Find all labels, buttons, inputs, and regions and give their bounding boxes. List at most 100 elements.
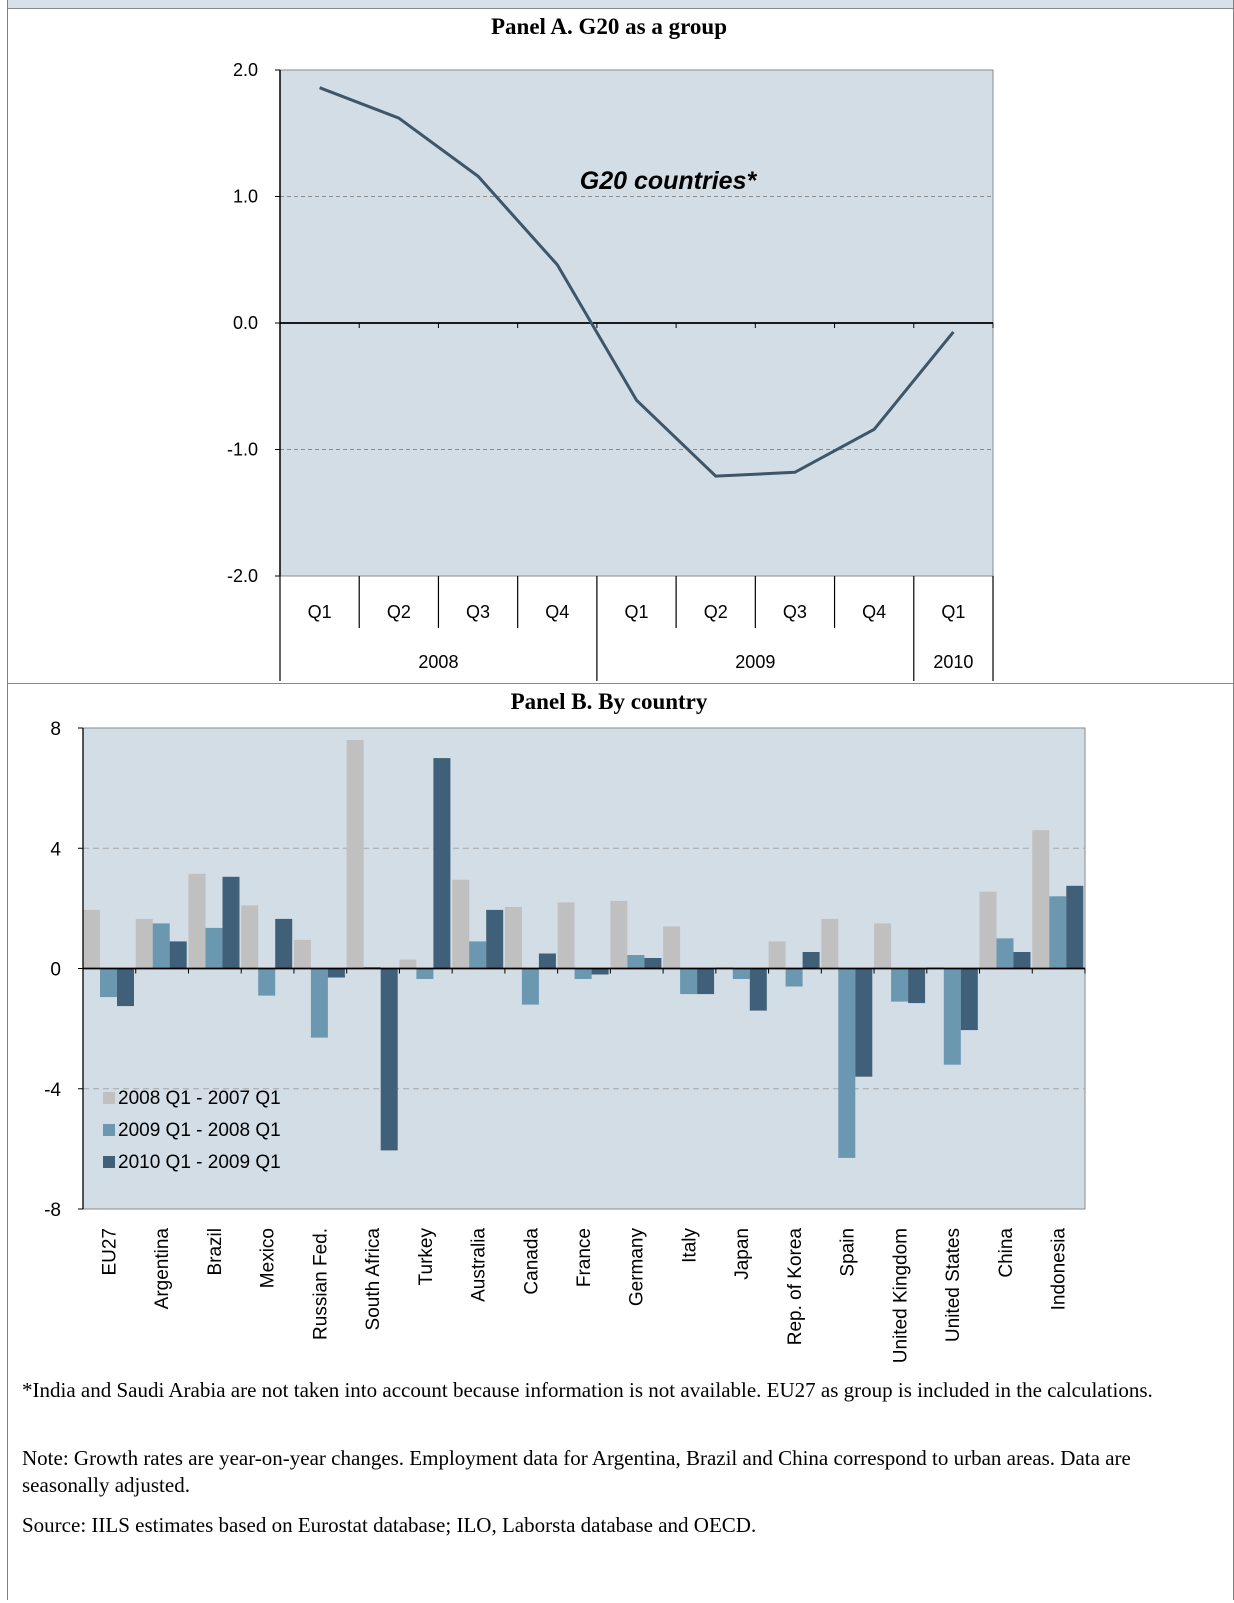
bar-spain-series-2 (838, 968, 856, 1158)
panel-b-chart: Panel B. By country 8 4 0 -4 -8 2008 Q1 - 20… (44, 689, 1086, 1363)
bar-argentina-series-2 (152, 923, 170, 969)
g20-series-label: G20 countries* (580, 167, 758, 195)
panel-b-ytick-label: 0 (50, 960, 61, 981)
bar-brazil-series-3 (222, 876, 240, 969)
bar-russian-fed--series-1 (293, 939, 311, 969)
panel-b-ytick-label: 4 (50, 839, 61, 860)
panel-a-quarter-label: Q3 (783, 602, 807, 622)
panel-b-category-label: Rep. of Korea (785, 1228, 806, 1346)
bar-france-series-2 (574, 968, 592, 979)
legend-swatch-3 (103, 1156, 115, 1168)
bar-canada-series-2 (521, 968, 539, 1005)
bar-united-states-series-2 (943, 968, 961, 1065)
bar-eu27-series-1 (83, 909, 100, 969)
bar-united-kingdom-series-3 (908, 968, 926, 1004)
legend-swatch-1 (103, 1092, 115, 1104)
panel-b-ytick-label: 8 (50, 719, 61, 740)
bar-italy-series-3 (697, 968, 715, 995)
bar-canada-series-1 (504, 906, 522, 969)
bar-germany-series-1 (610, 900, 628, 969)
bar-brazil-series-2 (205, 927, 223, 969)
panel-b-category-label: Russian Fed. (310, 1228, 331, 1340)
panel-b-category-label: Turkey (416, 1228, 437, 1286)
panel-a-quarter-label: Q2 (704, 602, 728, 622)
panel-b-ytick-label: -4 (44, 1080, 61, 1101)
bar-russian-fed--series-2 (310, 968, 328, 1038)
bar-rep-of-korea-series-1 (768, 941, 786, 969)
bar-mexico-series-2 (258, 968, 276, 996)
panel-a-quarter-label: Q2 (387, 602, 411, 622)
panel-b-ytick-label: -8 (44, 1200, 61, 1221)
bar-turkey-series-1 (399, 959, 417, 969)
panel-b-category-label: United Kingdom (890, 1228, 911, 1363)
bar-eu27-series-3 (117, 968, 134, 1007)
panel-b-category-label: Japan (732, 1228, 753, 1280)
panel-a-quarter-label: Q4 (862, 602, 886, 622)
panel-b-category-label: EU27 (99, 1228, 120, 1276)
panel-b-category-label: South Africa (363, 1228, 384, 1331)
bar-france-series-1 (557, 902, 575, 969)
panel-a-ytick-label: -2.0 (227, 566, 258, 586)
panel-b-category-label: Argentina (152, 1228, 173, 1310)
legend-label-2: 2009 Q1 - 2008 Q1 (118, 1120, 281, 1141)
panel-b-title: Panel B. By country (511, 689, 708, 714)
note-text: Note: Growth rates are year-on-year chan… (22, 1446, 1131, 1497)
panel-a-chart: Panel A. G20 as a group 2.0 1.0 0.0 -1.0 -2.… (227, 14, 994, 681)
bar-spain-series-3 (855, 968, 873, 1077)
source-text: Source: IILS estimates based on Eurostat… (22, 1513, 757, 1537)
bar-united-kingdom-series-1 (874, 923, 892, 969)
bar-indonesia-series-2 (1049, 896, 1067, 969)
bar-united-states-series-3 (960, 968, 978, 1031)
bar-china-series-2 (996, 938, 1014, 969)
bar-australia-series-2 (469, 941, 487, 969)
bar-mexico-series-3 (275, 918, 293, 969)
panel-a-year-label: 2010 (933, 652, 973, 672)
panel-a-quarter-label: Q1 (308, 602, 332, 622)
panel-a-quarter-label: Q1 (941, 602, 965, 622)
bar-brazil-series-1 (188, 873, 206, 969)
panel-a-ytick-label: -1.0 (227, 440, 258, 460)
panel-b-category-label: Spain (838, 1228, 859, 1277)
bar-australia-series-1 (452, 879, 470, 969)
panel-a-quarter-label: Q4 (545, 602, 569, 622)
bar-turkey-series-3 (433, 758, 451, 969)
bar-russian-fed--series-3 (327, 968, 345, 978)
panel-a-year-label: 2009 (735, 652, 775, 672)
panel-a-quarter-label: Q3 (466, 602, 490, 622)
bar-indonesia-series-3 (1066, 885, 1084, 969)
bar-united-kingdom-series-2 (891, 968, 909, 1002)
panel-b-category-label: United States (943, 1228, 964, 1342)
bar-mexico-series-1 (241, 905, 259, 969)
bar-argentina-series-1 (135, 918, 153, 969)
panel-a-ytick-label: 0.0 (233, 313, 258, 333)
bar-japan-series-2 (732, 968, 750, 979)
panel-b-category-label: Australia (469, 1228, 490, 1302)
bar-italy-series-2 (680, 968, 698, 995)
legend-swatch-2 (103, 1124, 115, 1136)
g20-series-line (319, 86, 955, 478)
bar-china-series-3 (1013, 952, 1031, 969)
bar-spain-series-1 (821, 918, 839, 969)
bar-china-series-1 (979, 891, 997, 969)
panel-b-category-label: Germany (627, 1228, 648, 1307)
bar-south-africa-series-3 (380, 968, 398, 1151)
bar-rep-of-korea-series-3 (802, 952, 820, 969)
panel-a-title: Panel A. G20 as a group (491, 14, 727, 39)
panel-b-category-label: Italy (680, 1228, 701, 1263)
panel-b-category-label: China (996, 1228, 1017, 1278)
panel-a-year-label: 2008 (418, 652, 458, 672)
panel-a-ytick-label: 2.0 (233, 60, 258, 80)
panel-divider (7, 683, 1234, 684)
bar-italy-series-1 (663, 926, 681, 969)
bar-germany-series-2 (627, 955, 645, 969)
legend-label-1: 2008 Q1 - 2007 Q1 (118, 1088, 281, 1109)
panel-b-category-label: Indonesia (1049, 1228, 1070, 1311)
bar-japan-series-3 (749, 968, 767, 1011)
top-band (7, 0, 1234, 9)
bar-south-africa-series-1 (346, 740, 364, 969)
panel-b-category-label: Brazil (205, 1228, 226, 1276)
panel-b-category-label: Canada (521, 1228, 542, 1295)
bar-australia-series-3 (486, 909, 504, 969)
bar-rep-of-korea-series-2 (785, 968, 803, 987)
legend-label-3: 2010 Q1 - 2009 Q1 (118, 1152, 281, 1173)
